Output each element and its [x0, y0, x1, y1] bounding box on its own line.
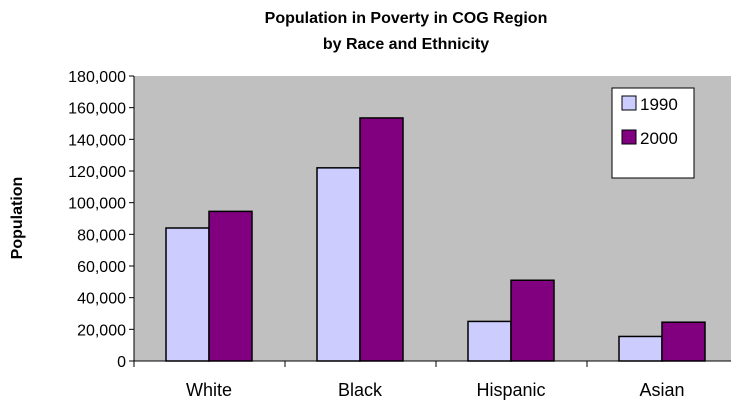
- bars-group: [165, 117, 706, 362]
- chart-subtitle: by Race and Ethnicity: [323, 36, 489, 53]
- x-axis-categories: White Black Hispanic Asian: [133, 361, 685, 400]
- y-tick-label: 20,000: [77, 322, 126, 339]
- bar-1990-hispanic: [467, 320, 512, 362]
- y-tick-label: 80,000: [77, 227, 126, 244]
- bar-1990-white: [165, 227, 210, 362]
- x-category-label: Black: [338, 380, 383, 400]
- bar-2000-asian: [661, 321, 706, 362]
- bar-1990-asian: [618, 335, 663, 362]
- legend-swatch-1990: [621, 95, 637, 111]
- y-tick-label: 100,000: [68, 196, 126, 213]
- y-axis-label: Population: [9, 177, 26, 260]
- legend: 1990 2000: [611, 87, 695, 179]
- bar-1990-black: [316, 167, 361, 362]
- x-category-label: Hispanic: [476, 380, 545, 400]
- x-category-label: White: [186, 380, 232, 400]
- y-tick-label: 120,000: [68, 164, 126, 181]
- chart-title: Population in Poverty in COG Region: [265, 10, 548, 27]
- y-tick-label: 180,000: [68, 69, 126, 86]
- y-tick-label: 40,000: [77, 291, 126, 308]
- x-category-label: Asian: [639, 380, 684, 400]
- legend-swatch-2000: [621, 129, 637, 145]
- bar-2000-hispanic: [510, 279, 555, 362]
- bar-2000-white: [208, 210, 253, 362]
- y-tick-label: 60,000: [77, 259, 126, 276]
- legend-label-1990: 1990: [640, 95, 678, 114]
- y-tick-label: 0: [117, 354, 126, 371]
- y-axis-ticks: 0 20,000 40,000 60,000 80,000 100,000 120,000 1…: [68, 69, 134, 371]
- y-tick-label: 140,000: [68, 132, 126, 149]
- y-tick-label: 160,000: [68, 101, 126, 118]
- legend-label-2000: 2000: [640, 129, 678, 148]
- bar-2000-black: [359, 117, 404, 362]
